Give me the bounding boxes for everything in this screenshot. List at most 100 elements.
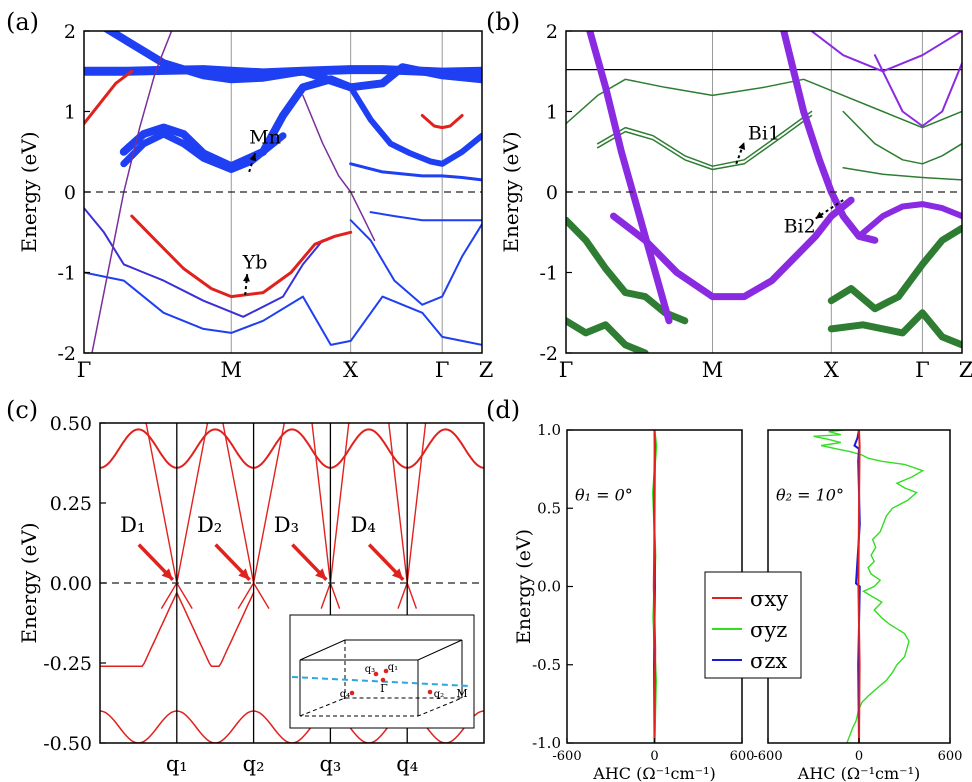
b-bi2-arrow [814, 199, 844, 220]
c-dirac-arrow-1 [214, 543, 251, 582]
b-band-1 [566, 78, 962, 129]
d-ytick-label-0: -1.0 [532, 734, 561, 752]
a-klabel-1: M [221, 358, 243, 382]
a-annotation-1: Yb [242, 251, 268, 273]
b-band-7 [827, 224, 962, 313]
b-band-15 [873, 54, 962, 127]
c-valence-band-1 [176, 592, 255, 667]
a-ylabel: Energy (eV) [17, 131, 41, 252]
d-xtick-label-0-2: 600 [730, 749, 755, 764]
c-inset-label-1: q₁ [388, 662, 398, 673]
a-band-5 [349, 162, 482, 182]
a-ytick-label-2: 0 [64, 182, 76, 204]
a-bands [84, 31, 482, 353]
b-ytick-label-2: 0 [546, 182, 558, 204]
d-series-1-1 [813, 430, 925, 743]
panel-d-ahc: -600 0 600 AHC (Ω⁻¹cm⁻¹) θ₁ = 0° -600 0 600 AHC … [513, 421, 962, 782]
c-inset-point-3 [427, 689, 433, 695]
b-annotation-0: Bi1 [748, 123, 780, 145]
b-band-8 [827, 309, 962, 349]
panel-label-c: (c) [6, 396, 38, 424]
d-xtick-label-1-0: -600 [753, 749, 782, 764]
a-klabel-0: Γ [77, 358, 92, 382]
panel-c-dirac-bands: q₁ D₁ q₂ D₂ q₃ D₃ q₄ D₄ -0.50 -0.25 0.00 0.25 0.50 En… [17, 413, 485, 776]
b-bi1-arrow-head [738, 142, 746, 151]
b-band-9 [566, 317, 649, 353]
c-inset-frame [289, 614, 475, 729]
b-ylabel: Energy (eV) [499, 131, 523, 252]
c-ytick-label-3: 0.25 [50, 493, 92, 515]
c-qlabel-3: q₄ [396, 752, 418, 776]
d-xtick-label-1-2: 600 [938, 749, 963, 764]
panel-label-b: (b) [486, 8, 520, 36]
d-xtick-label-1-1: 0 [855, 749, 863, 764]
b-klabel-4: Z [959, 358, 972, 382]
a-band-7 [349, 219, 482, 306]
c-inset-label-2: q₄ [340, 689, 350, 700]
a-band-8 [369, 211, 482, 222]
a-band-11 [84, 69, 134, 126]
a-yb-arrow-head [243, 274, 250, 282]
a-band-2 [119, 75, 355, 171]
a-mn-arrow-head [249, 153, 257, 162]
d-theta-label-1: θ₂ = 10° [776, 485, 844, 504]
d-series-0-0 [652, 430, 657, 743]
c-inset-point-2 [349, 690, 355, 696]
a-band-4 [347, 84, 482, 167]
a-band-3 [120, 130, 287, 173]
c-qlabel-2: q₃ [319, 752, 341, 776]
c-inset-bottom-face [299, 697, 463, 717]
c-inset-label-5: M [456, 687, 467, 700]
b-band-4 [842, 110, 962, 165]
d-curves-1 [813, 430, 925, 743]
b-bands [566, 31, 962, 353]
c-ytick-label-4: 0.50 [50, 413, 92, 435]
c-dirac-arrow-0 [137, 543, 175, 582]
b-band-3 [596, 114, 813, 171]
c-qlabel-0: q₁ [166, 752, 188, 776]
b-ytick-label-0: -2 [539, 343, 558, 365]
c-inset-label-3: Γ [380, 682, 388, 695]
c-ytick-label-0: -0.50 [43, 733, 92, 755]
a-band-1 [102, 31, 482, 92]
d-curves-0 [651, 430, 658, 743]
c-dirac-label-0: D₁ [120, 513, 145, 537]
c-dirac-label-3: D₄ [351, 513, 376, 537]
c-upper-band-0 [100, 428, 177, 469]
a-ytick-label-3: 1 [64, 102, 76, 124]
b-bi1-arrow [735, 141, 746, 165]
a-band-9 [84, 207, 324, 318]
d-theta-label-0: θ₁ = 0° [575, 485, 633, 504]
c-inset-point-1 [383, 668, 389, 674]
d-ytick-label-3: 0.5 [537, 499, 561, 517]
d-xtick-label-0-0: -600 [552, 749, 581, 764]
c-dirac-arrow-0-head [161, 568, 173, 580]
a-ytick-label-1: -1 [57, 263, 76, 285]
a-yb-arrow [243, 274, 250, 296]
d-legend-label-1: σyz [750, 618, 787, 642]
a-band-10 [130, 214, 353, 299]
d-ytick-label-1: -0.5 [532, 656, 561, 674]
c-upper-band-1 [176, 428, 254, 469]
a-ytick-label-0: -2 [57, 343, 76, 365]
c-lower-band-0 [100, 710, 177, 743]
c-ylabel: Energy (eV) [17, 522, 41, 643]
c-upper-band-2 [253, 428, 331, 469]
panel-label-a: (a) [6, 8, 39, 36]
b-band-13 [856, 201, 962, 240]
a-klabel-2: X [343, 358, 358, 382]
c-inset-label-4: q₂ [434, 689, 444, 700]
c-dirac-arrow-2-head [315, 568, 327, 580]
b-band-14 [810, 31, 962, 73]
c-dirac-label-2: D₃ [274, 513, 299, 537]
d-series-1-0 [857, 430, 861, 743]
b-bi2-arrow-head [815, 211, 824, 219]
b-klabel-3: Γ [915, 358, 930, 382]
a-annotation-0: Mn [249, 127, 281, 149]
c-dirac-label-1: D₂ [197, 513, 222, 537]
d-xtick-label-0-1: 0 [650, 749, 658, 764]
a-band-12 [91, 31, 173, 353]
c-dirac-arrow-1-head [238, 568, 250, 580]
